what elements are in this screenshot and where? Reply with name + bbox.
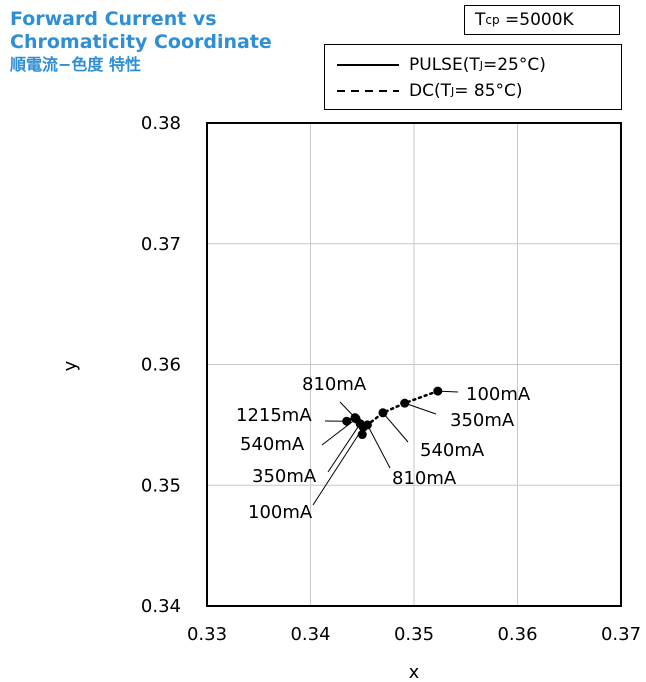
y-tick-label: 0.38 bbox=[141, 113, 181, 134]
legend: PULSE(T J =25°C) DC(T J = 85°C) bbox=[324, 44, 622, 110]
data-label: 1215mA bbox=[236, 405, 312, 426]
series-line-1 bbox=[361, 389, 440, 436]
legend-pulse-prefix: PULSE(T bbox=[409, 55, 480, 75]
legend-entry-pulse: PULSE(T J =25°C) bbox=[337, 53, 546, 77]
data-label: 350mA bbox=[450, 410, 515, 431]
x-tick-label: 0.37 bbox=[601, 624, 641, 645]
legend-pulse-suffix: =25°C) bbox=[482, 55, 546, 75]
condition-symbol: T bbox=[475, 10, 486, 30]
callout-line bbox=[437, 390, 459, 393]
legend-dc-prefix: DC(T bbox=[409, 81, 451, 101]
y-axis-label: y bbox=[60, 360, 81, 371]
grid bbox=[207, 123, 621, 606]
y-tick-label: 0.34 bbox=[141, 596, 181, 617]
title-line-1: Forward Current vs bbox=[10, 8, 217, 30]
title-line-3: 順電流−色度 特性 bbox=[10, 55, 141, 74]
x-tick-label: 0.34 bbox=[290, 624, 330, 645]
legend-dc-suffix: = 85°C) bbox=[454, 81, 523, 101]
data-label: 540mA bbox=[240, 434, 305, 455]
x-tick-label: 0.35 bbox=[394, 624, 434, 645]
data-label: 100mA bbox=[248, 502, 313, 523]
data-label: 350mA bbox=[252, 466, 317, 487]
callout-line bbox=[312, 427, 364, 506]
callout-line bbox=[327, 423, 361, 473]
callout-line bbox=[321, 418, 357, 446]
data-labels: 1215mA 810mA 540mA 350mA 100mA 100mA 350mA 540m… bbox=[236, 374, 531, 523]
data-label: 810mA bbox=[302, 374, 367, 395]
legend-dc-sub: J bbox=[450, 84, 455, 98]
y-tick-label: 0.37 bbox=[141, 234, 181, 255]
data-label: 540mA bbox=[420, 440, 485, 461]
legend-dashed-line-icon bbox=[337, 90, 399, 92]
data-label: 810mA bbox=[392, 468, 457, 489]
callout-line bbox=[366, 424, 391, 469]
callout-line bbox=[382, 412, 409, 443]
x-tick-label: 0.33 bbox=[187, 624, 227, 645]
data-label: 100mA bbox=[466, 384, 531, 405]
condition-value: =5000K bbox=[505, 10, 574, 30]
legend-entry-dc: DC(T J = 85°C) bbox=[337, 79, 523, 103]
callout-line bbox=[404, 402, 437, 415]
x-tick-label: 0.36 bbox=[497, 624, 537, 645]
tick-labels: 0.33 0.34 0.35 0.36 0.37 0.34 0.35 0.36 0.37 0.38 bbox=[141, 113, 641, 645]
y-tick-label: 0.35 bbox=[141, 475, 181, 496]
plot-frame bbox=[206, 122, 622, 607]
legend-pulse-sub: J bbox=[479, 58, 483, 72]
legend-solid-line-icon bbox=[337, 64, 399, 66]
y-tick-label: 0.36 bbox=[141, 355, 181, 376]
chart-title: Forward Current vs Chromaticity Coordina… bbox=[10, 8, 272, 76]
condition-sub: cp bbox=[485, 13, 500, 27]
x-axis-label: x bbox=[409, 662, 420, 682]
callout-line bbox=[339, 401, 356, 418]
title-line-2: Chromaticity Coordinate bbox=[10, 31, 272, 53]
